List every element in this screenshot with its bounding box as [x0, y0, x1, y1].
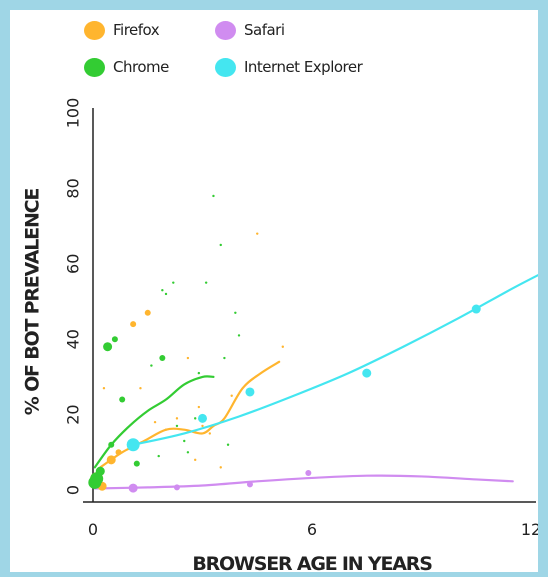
trend-line-firefox: [99, 360, 281, 469]
point-safari: [173, 484, 180, 491]
point-firefox: [256, 232, 259, 235]
internet-explorer-dot-icon: [215, 57, 236, 77]
point-firefox: [201, 424, 204, 428]
y-tick-label: 40: [64, 329, 83, 349]
x-tick-label: 12: [521, 520, 538, 539]
data-points: [88, 194, 481, 493]
point-firefox: [115, 449, 122, 456]
point-internet-explorer: [198, 413, 207, 423]
point-chrome: [219, 243, 222, 247]
point-chrome: [212, 194, 215, 198]
legend-item-chrome: Chrome: [84, 56, 169, 78]
point-internet-explorer: [245, 387, 255, 397]
legend-item-firefox: Firefox: [84, 19, 160, 41]
point-chrome: [95, 466, 105, 476]
legend-label-internet-explorer: Internet Explorer: [244, 58, 363, 76]
point-chrome: [226, 443, 230, 446]
point-chrome: [161, 288, 164, 292]
point-firefox: [197, 405, 201, 409]
x-tick-label: 0: [88, 520, 98, 539]
point-chrome: [237, 334, 241, 337]
point-internet-explorer: [362, 368, 372, 378]
point-chrome: [194, 417, 197, 420]
point-chrome: [164, 292, 168, 296]
y-axis-title: % OF BOT PREVALENCE: [22, 189, 44, 416]
point-chrome: [204, 281, 208, 284]
y-tick-label: 80: [64, 178, 83, 198]
point-chrome: [157, 454, 160, 458]
x-tick-label: 6: [307, 520, 317, 539]
chrome-dot-icon: [84, 57, 105, 77]
legend-label-firefox: Firefox: [113, 21, 160, 39]
legend-item-safari: Safari: [215, 19, 285, 41]
point-firefox: [281, 345, 284, 348]
point-chrome: [197, 371, 201, 375]
axis-labels: 0 20 40 60 80 100 0 6 12 BROWSER AGE IN YEARS % OF…: [22, 98, 539, 572]
safari-dot-icon: [215, 20, 236, 40]
trend-lines: [93, 273, 538, 490]
legend-label-safari: Safari: [244, 21, 285, 39]
point-firefox: [130, 321, 137, 328]
point-firefox: [208, 432, 211, 435]
y-tick-label: 0: [64, 485, 83, 495]
point-internet-explorer: [471, 304, 481, 314]
trend-line-internet-explorer: [132, 273, 538, 446]
point-chrome: [223, 356, 226, 360]
point-chrome: [175, 424, 179, 428]
point-chrome: [234, 311, 237, 315]
y-tick-label: 60: [64, 254, 83, 274]
chart-card: Firefox Safari Chrome Internet Explorer …: [10, 10, 538, 572]
point-safari: [128, 483, 138, 493]
point-chrome: [186, 451, 190, 454]
legend-item-internet-explorer: Internet Explorer: [215, 56, 363, 78]
point-chrome: [172, 281, 175, 284]
point-firefox: [139, 387, 142, 390]
point-chrome: [103, 342, 113, 352]
point-safari: [305, 470, 312, 477]
x-axis-title: BROWSER AGE IN YEARS: [192, 553, 432, 572]
y-tick-label: 100: [64, 98, 83, 129]
point-firefox: [102, 387, 106, 390]
axes: [83, 108, 536, 503]
point-firefox: [164, 428, 168, 431]
point-safari: [246, 481, 253, 488]
point-firefox: [106, 455, 116, 465]
point-firefox: [194, 458, 197, 462]
trend-line-safari: [93, 474, 514, 490]
point-chrome: [150, 364, 153, 367]
firefox-dot-icon: [84, 20, 105, 40]
point-firefox: [230, 394, 233, 397]
legend-label-chrome: Chrome: [113, 58, 169, 76]
point-chrome: [183, 439, 186, 443]
point-firefox: [219, 466, 222, 469]
point-chrome: [108, 441, 115, 448]
point-firefox: [186, 356, 190, 360]
point-chrome: [159, 355, 166, 362]
y-tick-label: 20: [64, 404, 83, 424]
point-firefox: [175, 417, 179, 420]
point-chrome: [111, 336, 118, 343]
point-chrome: [133, 460, 140, 467]
point-firefox: [144, 309, 151, 316]
point-internet-explorer: [126, 438, 140, 452]
point-chrome: [119, 396, 126, 403]
point-firefox: [153, 420, 157, 424]
scatter-plot: 0 20 40 60 80 100 0 6 12 BROWSER AGE IN YEARS % OF…: [22, 98, 539, 572]
